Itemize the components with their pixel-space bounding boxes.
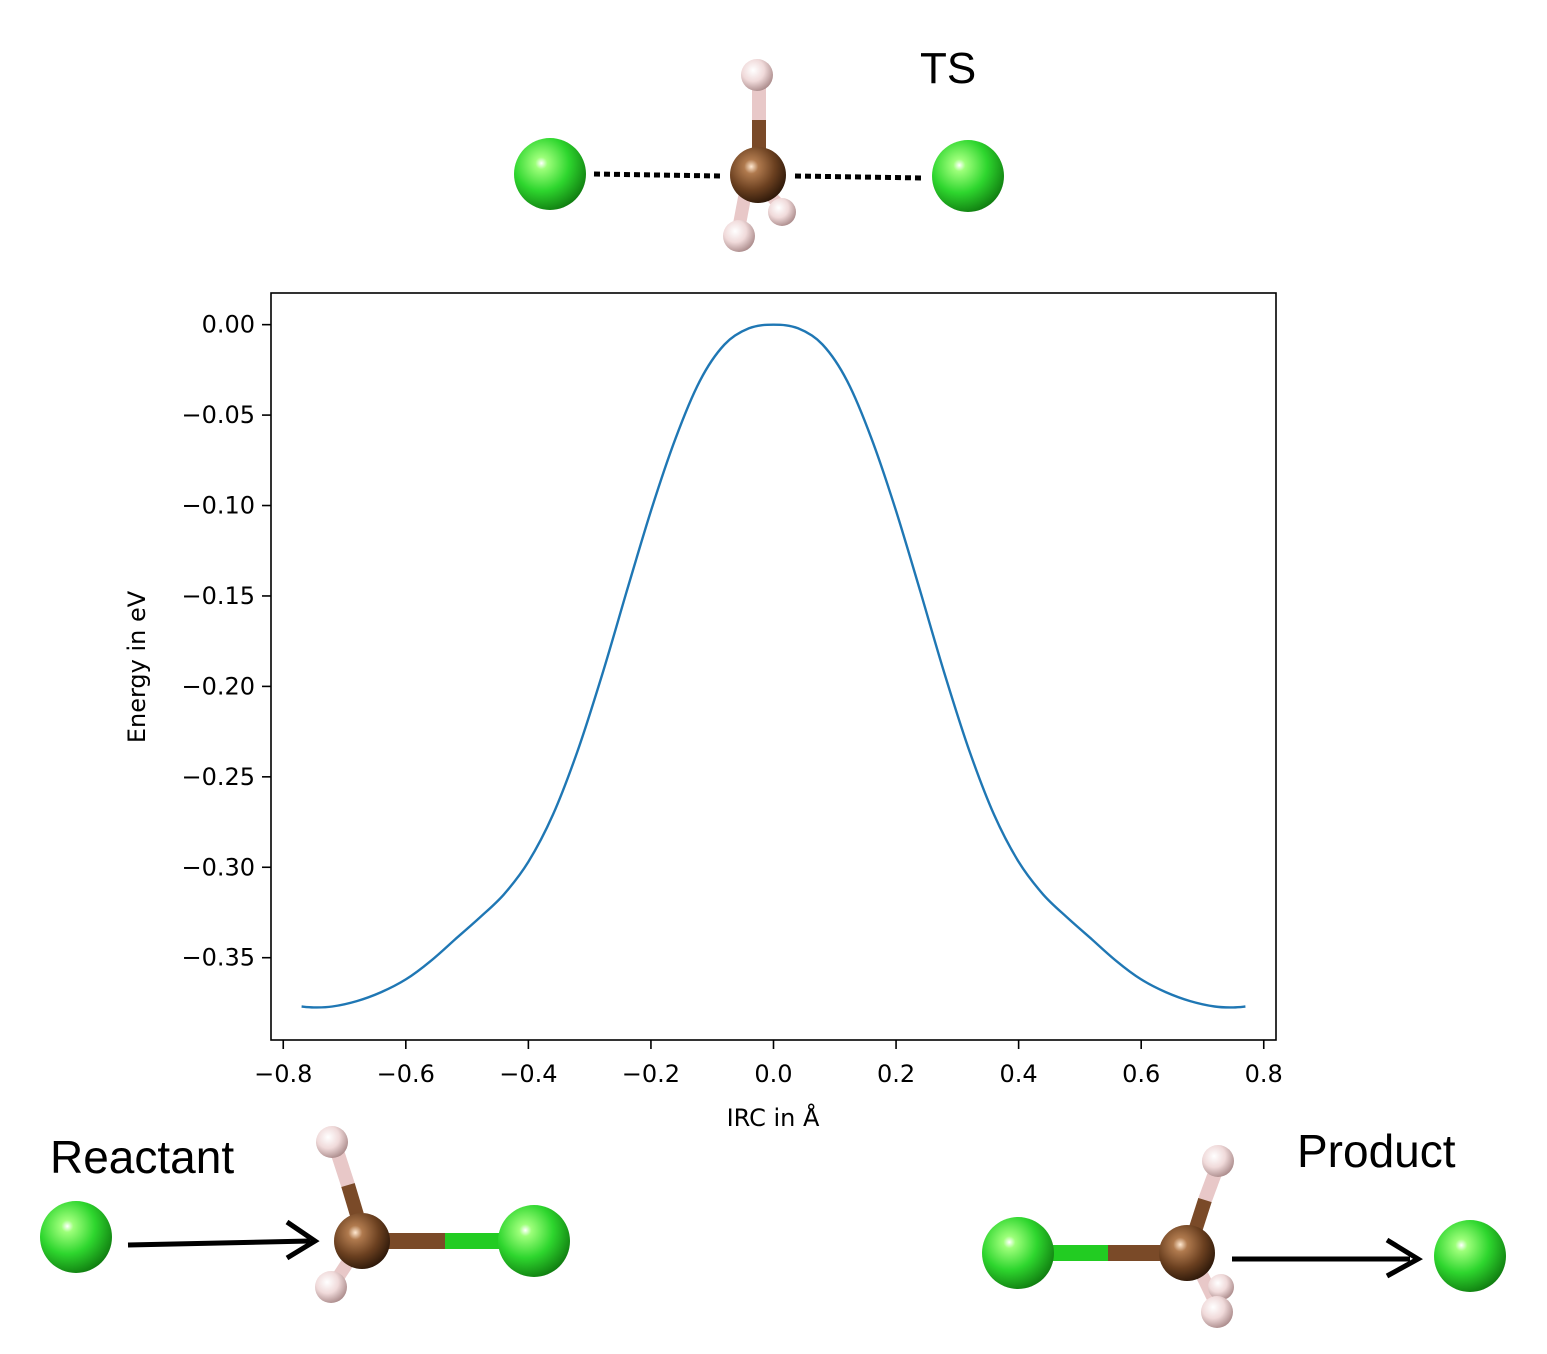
y-tick-label: −0.30 (181, 853, 255, 881)
chlorine-atom (514, 138, 586, 210)
hydrogen-atom (1202, 1145, 1234, 1177)
hydrogen-atom (741, 59, 773, 91)
carbon-atom (730, 147, 786, 203)
x-tick-label: −0.8 (254, 1060, 312, 1088)
y-tick-label: −0.25 (181, 763, 255, 791)
hydrogen-atom (723, 220, 755, 252)
energy-curve-line (301, 323, 1246, 1009)
y-axis-ticks: 0.00 −0.05 −0.10 −0.15 −0.20 −0.25 −0.30 −0.35 (181, 311, 271, 972)
y-tick-label: −0.15 (181, 582, 255, 610)
hydrogen-atom (316, 1126, 348, 1158)
chlorine-atom (1434, 1220, 1506, 1292)
y-tick-label: −0.05 (181, 401, 255, 429)
hydrogen-atom (1208, 1274, 1234, 1300)
x-tick-label: 0.0 (754, 1060, 792, 1088)
plot-frame (270, 292, 1277, 1041)
ts-molecule (514, 59, 1004, 252)
chlorine-atom (40, 1201, 112, 1273)
y-tick-label: 0.00 (202, 311, 255, 339)
y-axis-label: Energy in eV (123, 590, 151, 743)
chlorine-atom (498, 1205, 570, 1277)
hydrogen-atom (315, 1271, 347, 1303)
ts-label: TS (920, 44, 977, 93)
y-tick-label: −0.10 (181, 492, 255, 520)
chlorine-atom (932, 140, 1004, 212)
x-tick-label: −0.4 (499, 1060, 557, 1088)
y-tick-label: −0.35 (181, 944, 255, 972)
hydrogen-atom (1201, 1296, 1233, 1328)
x-tick-label: 0.2 (877, 1060, 915, 1088)
reactant-molecule (40, 1126, 570, 1303)
x-tick-label: 0.8 (1245, 1060, 1283, 1088)
x-tick-label: −0.6 (377, 1060, 435, 1088)
reactant-label: Reactant (50, 1131, 235, 1183)
chlorine-atom (982, 1217, 1054, 1289)
product-label: Product (1297, 1125, 1456, 1177)
carbon-atom (334, 1213, 390, 1269)
y-tick-label: −0.20 (181, 672, 255, 700)
hydrogen-atom (768, 198, 796, 226)
product-molecule (982, 1145, 1506, 1328)
x-tick-label: −0.2 (622, 1060, 680, 1088)
x-tick-label: 0.6 (1122, 1060, 1160, 1088)
x-axis-label: IRC in Å (727, 1103, 820, 1132)
x-axis-ticks: −0.8 −0.6 −0.4 −0.2 0.0 0.2 0.4 0.6 0.8 (254, 1040, 1283, 1088)
x-tick-label: 0.4 (1000, 1060, 1038, 1088)
carbon-atom (1159, 1225, 1215, 1281)
